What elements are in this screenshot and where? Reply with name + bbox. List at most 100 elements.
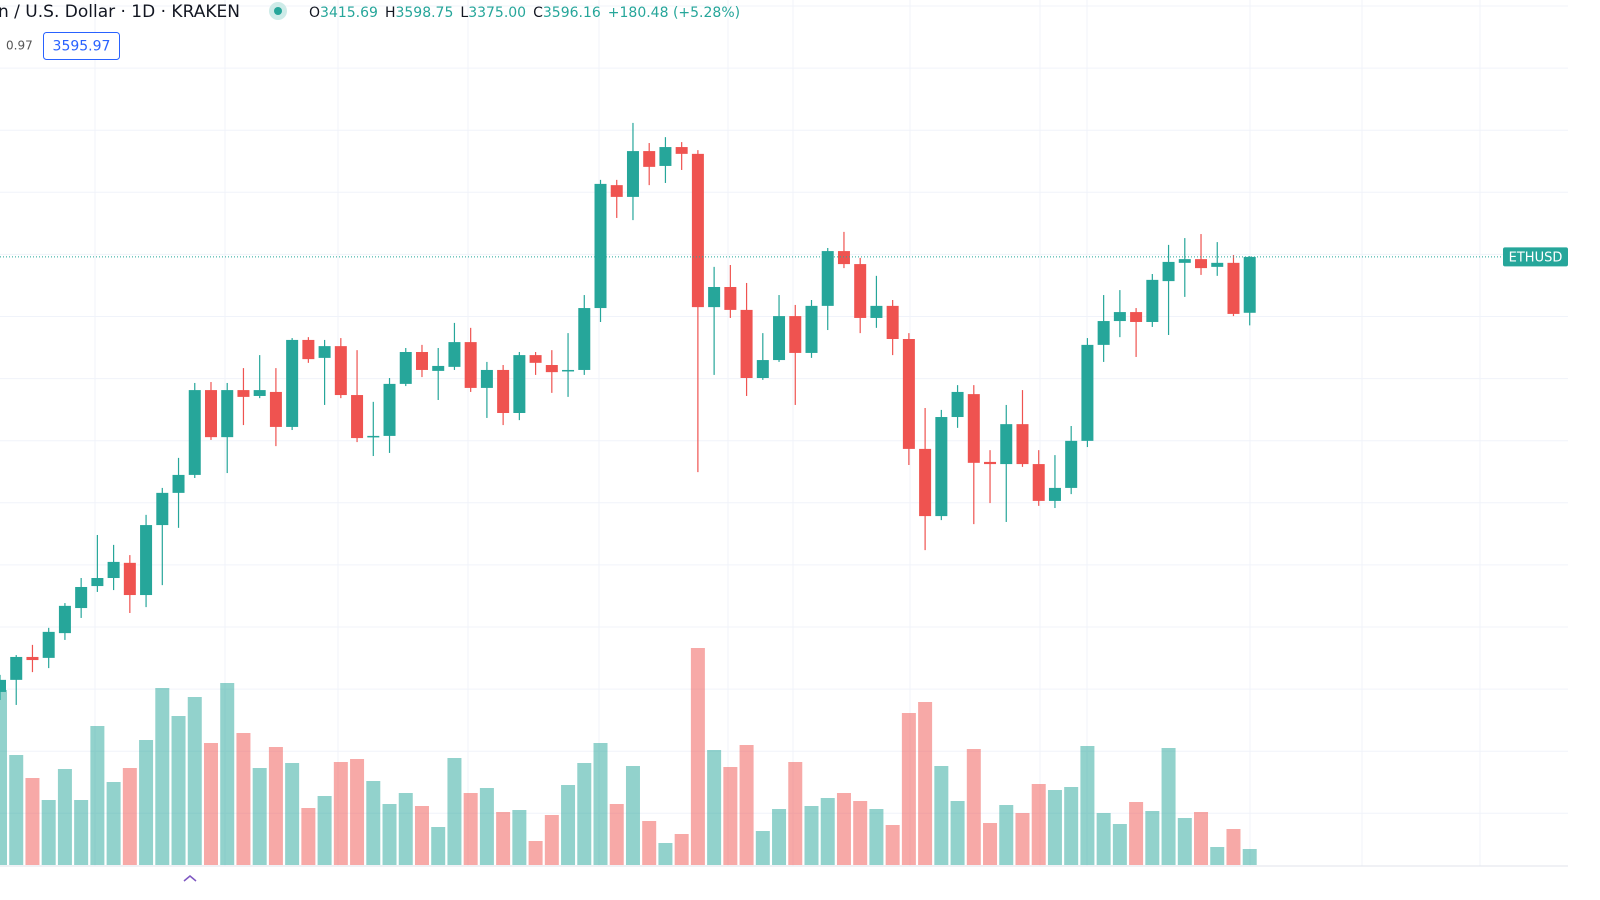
candle-body (497, 369, 510, 413)
candle-body (659, 147, 672, 166)
volume-bar (317, 796, 332, 865)
volume-bar (0, 690, 7, 865)
candle-body (75, 586, 88, 609)
ticker-tag-text: ETHUSD (1509, 250, 1563, 265)
volume-bar (625, 766, 640, 865)
volume-bar (690, 648, 705, 865)
volume-bar (869, 809, 884, 865)
ohlc-label: O (309, 5, 320, 21)
volume-bar (1112, 824, 1127, 865)
candle-body (1227, 262, 1240, 314)
volume-bar (658, 843, 673, 865)
candle-body (269, 391, 282, 427)
volume-bar (674, 834, 689, 865)
volume-bar (431, 827, 446, 865)
volume-bar (1210, 847, 1225, 865)
volume-bar (285, 763, 300, 865)
volume-bar (350, 759, 365, 865)
candle-body (1130, 312, 1143, 322)
candle-body (740, 309, 753, 379)
volume-bar (463, 793, 478, 865)
candle-body (984, 461, 997, 465)
ohlc-label: L (460, 5, 468, 21)
candle-body (1000, 424, 1013, 465)
volume-bar (983, 823, 998, 865)
volume-bar (772, 809, 787, 865)
candle-body (204, 390, 217, 438)
volume-bar (609, 804, 624, 865)
volume-bar (918, 702, 933, 865)
candle-body (513, 355, 526, 413)
candle-body (708, 286, 721, 308)
candle-body (626, 151, 639, 197)
volume-bar (414, 806, 429, 865)
candle-body (951, 391, 964, 418)
ohlc-value: 3375.00 (468, 5, 526, 21)
candle-body (1113, 312, 1126, 322)
volume-bar (1242, 849, 1257, 865)
candle-body (42, 631, 55, 658)
volume-bar (853, 801, 868, 865)
volume-bar (203, 743, 218, 865)
candle-body (432, 365, 445, 371)
volume-bar (9, 755, 24, 865)
volume-bar (1047, 790, 1062, 865)
volume-bar (122, 768, 137, 865)
candle-body (464, 342, 477, 388)
candle-body (1162, 261, 1175, 282)
volume-bar (966, 749, 981, 865)
volume-bar (820, 798, 835, 865)
candle-body (935, 417, 948, 517)
candle-body (870, 305, 883, 318)
candle-body (383, 383, 396, 436)
last-price-group: ETHUSD (0, 247, 1568, 267)
volume-bar (106, 782, 121, 865)
candle-pane (0, 122, 1256, 705)
candle-body (91, 578, 104, 587)
candle-body (480, 369, 493, 388)
volume-bar (1080, 746, 1095, 865)
ohlc-change: +180.48 (+5.28%) (608, 5, 740, 21)
volume-bar (804, 806, 819, 865)
volume-bar (90, 726, 105, 865)
volume-bar (836, 793, 851, 865)
volume-bar (187, 697, 202, 865)
volume-bar (171, 716, 186, 865)
volume-bar (1015, 813, 1030, 865)
volume-bar (236, 733, 251, 865)
ohlc-value: 3598.75 (395, 5, 453, 21)
volume-bar (593, 743, 608, 865)
volume-bar (723, 767, 738, 865)
symbol-title[interactable]: n / U.S. Dollar · 1D · KRAKEN (0, 2, 240, 22)
candle-body (1048, 487, 1061, 501)
volume-bar (139, 740, 154, 865)
candle-body (545, 365, 558, 373)
candle-body (1211, 262, 1224, 267)
candle-body (675, 147, 688, 154)
volume-bar (1145, 811, 1160, 865)
candle-body (967, 394, 980, 463)
volume-bar (642, 821, 657, 865)
candle-body (58, 605, 71, 634)
candle-body (140, 525, 153, 596)
candle-body (1178, 259, 1191, 263)
candle-body (107, 561, 120, 579)
ohlc-label: C (533, 5, 543, 21)
volume-bar (512, 810, 527, 865)
volume-bar (788, 762, 803, 865)
candle-body (529, 355, 542, 363)
candle-body (789, 316, 802, 353)
volume-bar (1226, 829, 1241, 865)
volume-bar (74, 800, 89, 865)
price-box[interactable] (43, 32, 120, 60)
candle-body (221, 390, 234, 438)
candle-body (318, 346, 331, 358)
volume-bar (1031, 784, 1046, 865)
ohlc-legend: O3415.69 H3598.75 L3375.00 C3596.16 +180.48 … (309, 5, 740, 21)
candle-body (594, 183, 607, 309)
candle-body (886, 305, 899, 340)
candle-body (334, 346, 347, 396)
volume-bar (57, 769, 72, 865)
price-box-text[interactable]: 3595.97 (53, 39, 111, 55)
